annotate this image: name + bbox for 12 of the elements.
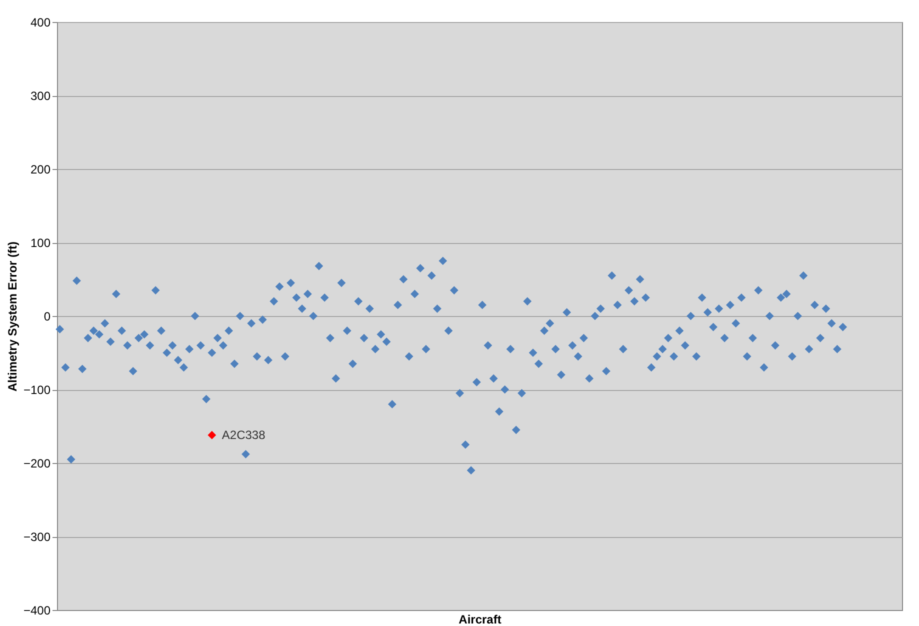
x-axis-title: Aircraft bbox=[458, 612, 502, 626]
series-label: A2C338 bbox=[222, 428, 266, 442]
y-tick-label: 0 bbox=[44, 310, 51, 324]
y-tick-label: −300 bbox=[23, 530, 51, 544]
y-tick-label: −100 bbox=[23, 383, 51, 397]
y-tick-label: −400 bbox=[23, 604, 51, 618]
y-axis-title: Altimetry System Error (ft) bbox=[5, 241, 20, 392]
y-tick-label: 300 bbox=[30, 89, 51, 103]
y-tick-label: −200 bbox=[23, 456, 51, 470]
y-tick-label: 100 bbox=[30, 236, 51, 250]
y-tick-label: 400 bbox=[30, 16, 51, 30]
y-tick-label: 200 bbox=[30, 162, 51, 176]
